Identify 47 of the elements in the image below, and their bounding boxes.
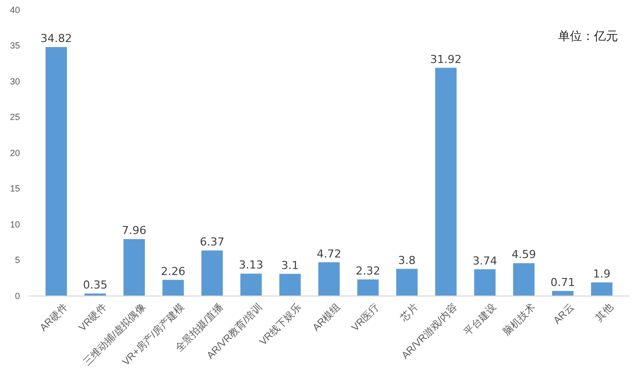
y-tick-label: 30 <box>10 76 20 86</box>
y-tick-label: 35 <box>10 40 20 51</box>
bar <box>591 282 612 296</box>
y-tick-label: 10 <box>10 219 20 230</box>
data-label: 3.1 <box>281 258 299 272</box>
data-label: 3.8 <box>398 254 416 267</box>
y-tick-label: 40 <box>10 4 20 15</box>
bar <box>162 280 184 296</box>
x-tick-label: AR硬件 <box>38 302 70 334</box>
y-tick-label: 5 <box>14 255 20 266</box>
x-tick-label: 平台建设 <box>462 301 499 338</box>
bar <box>123 239 145 296</box>
bar <box>396 268 418 296</box>
bar <box>513 263 535 296</box>
x-tick-label: VR硬件 <box>77 302 109 334</box>
bar <box>46 47 67 296</box>
data-label: 1.9 <box>593 267 610 280</box>
annotation: 单位：亿元 <box>558 29 618 43</box>
y-tick-label: 15 <box>10 184 20 194</box>
data-label: 3.74 <box>472 254 498 268</box>
bar <box>435 68 457 296</box>
x-tick-label: 脑机技术 <box>500 301 538 338</box>
bar <box>318 262 340 296</box>
bar <box>201 250 223 296</box>
data-label: 31.92 <box>430 52 462 66</box>
data-label: 0.71 <box>550 276 576 289</box>
data-label: 2.32 <box>356 264 380 278</box>
data-label: 34.82 <box>40 32 72 46</box>
bar <box>474 269 496 296</box>
data-label: 3.13 <box>238 258 264 272</box>
data-label: 7.96 <box>122 224 146 238</box>
bar <box>279 274 301 296</box>
y-tick-label: 25 <box>10 112 20 122</box>
bar <box>240 274 262 296</box>
y-tick-label: 20 <box>10 148 20 158</box>
x-tick-label: 其他 <box>592 301 616 324</box>
bar <box>357 279 379 296</box>
x-tick-label: AR云 <box>552 302 577 327</box>
data-label: 2.26 <box>160 264 186 278</box>
data-label: 6.37 <box>200 235 224 248</box>
y-tick-label: 0 <box>14 290 20 301</box>
x-tick-label: AR模组 <box>310 301 343 334</box>
data-label: 0.35 <box>82 278 108 292</box>
x-tick-label: 芯片 <box>397 301 421 325</box>
data-label: 4.72 <box>316 247 342 260</box>
x-tick-label: VR医疗 <box>349 301 382 334</box>
data-label: 4.59 <box>512 248 536 262</box>
